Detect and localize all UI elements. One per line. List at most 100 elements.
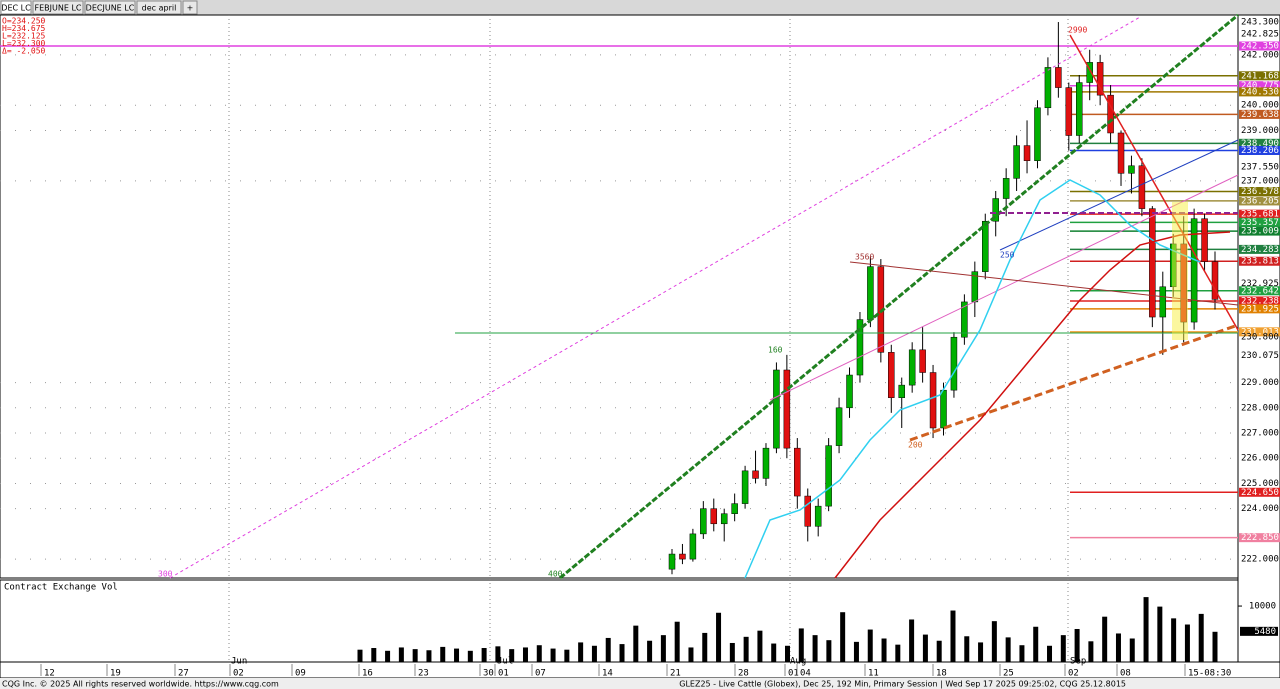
date-label: 19: [110, 669, 121, 679]
trendline: [769, 174, 1239, 401]
level-label: 235.009: [1241, 227, 1279, 237]
volume-bar: [964, 636, 970, 662]
volume-bar: [440, 646, 446, 662]
volume-bar: [633, 625, 639, 662]
trendline: [999, 139, 1239, 251]
volume-bar: [1019, 645, 1025, 662]
volume-bar: [895, 644, 901, 662]
date-label: 15-08:30: [1188, 669, 1231, 679]
annotation: 2990: [1068, 26, 1087, 35]
annotation: 3560: [855, 253, 874, 262]
month-label: Sep: [1070, 657, 1086, 667]
volume-bar: [1047, 645, 1053, 662]
volume-last-tag: [1240, 626, 1278, 636]
level-tag: [1239, 304, 1280, 314]
candle-body: [1034, 107, 1041, 161]
candle-body: [940, 389, 947, 429]
tab-label: DEC LC: [1, 4, 31, 13]
candle-body: [773, 369, 780, 449]
volume-bar: [1033, 626, 1039, 662]
annotation: 250: [1000, 251, 1015, 260]
volume-bar: [688, 647, 694, 662]
volume-bar: [591, 645, 597, 662]
volume-bar: [826, 640, 832, 662]
level-tag: [1239, 109, 1280, 119]
volume-bar: [840, 612, 846, 662]
candle-body: [814, 505, 822, 527]
candle-body: [867, 266, 874, 320]
candle-body: [825, 445, 832, 507]
volume-bar: [716, 612, 722, 662]
candle-body: [888, 352, 895, 398]
level-label: 238.206: [1241, 146, 1279, 156]
volume-bar: [1212, 631, 1218, 662]
annotation: 160: [768, 346, 783, 355]
volume-panel: [0, 579, 1239, 663]
level-tag: [1239, 41, 1280, 51]
date-label: 23: [418, 669, 429, 679]
volume-bar: [936, 640, 942, 662]
volume-bar: [647, 640, 653, 662]
moving-average: [834, 231, 1231, 579]
candle-body: [710, 508, 718, 525]
candle-body: [1023, 145, 1031, 161]
ohlc-info: O=234.250: [2, 17, 46, 26]
level-label: 242.825: [1241, 30, 1279, 40]
volume-bar: [1198, 613, 1204, 662]
candle-body: [731, 503, 738, 514]
level-tag: [1239, 81, 1280, 91]
y-tick-label: 228.000: [1241, 403, 1279, 413]
candle-body: [1002, 178, 1010, 199]
date-label: 08: [1120, 669, 1131, 679]
level-label: 232.642: [1241, 286, 1279, 296]
ohlc-info: Δ= -2.050: [2, 47, 46, 56]
level-label: 242.350: [1241, 41, 1279, 51]
y-tick-label: 239.000: [1241, 126, 1279, 136]
candle-body: [804, 495, 811, 527]
candle-body: [1013, 145, 1020, 179]
level-label: 240.530: [1241, 87, 1279, 97]
volume-bar: [1088, 641, 1094, 662]
candle-body: [1065, 87, 1073, 136]
trendline: [559, 13, 1239, 580]
level-label: 236.205: [1241, 196, 1279, 206]
volume-bar: [978, 642, 984, 662]
date-label: 04: [800, 669, 811, 679]
date-label: 12: [44, 669, 55, 679]
level-label: 235.681: [1241, 210, 1279, 220]
ohlc-info: L=232.125: [2, 32, 46, 41]
volume-bar: [1129, 638, 1135, 662]
volume-bar: [1115, 633, 1121, 662]
y-tick-label: 240.000: [1241, 101, 1279, 111]
level-tag: [1239, 209, 1280, 219]
candle-body: [783, 369, 791, 449]
volume-bar: [454, 648, 460, 662]
date-label: 18: [936, 669, 947, 679]
candle-body: [1055, 67, 1062, 88]
level-tag: [1239, 327, 1280, 337]
volume-bar: [950, 610, 956, 662]
candle-body: [1096, 62, 1104, 96]
tab: [0, 0, 32, 15]
date-label: 01: [788, 669, 799, 679]
candle-body: [919, 349, 926, 373]
volume-bar: [1184, 624, 1190, 662]
y-tick-label: 237.000: [1241, 176, 1279, 186]
candle-body: [1211, 261, 1219, 300]
level-label: 241.168: [1241, 71, 1279, 81]
moving-average: [744, 179, 1201, 579]
tab-label: FEBJUNE LC: [35, 4, 82, 13]
y-tick-label: 227.000: [1241, 429, 1279, 439]
level-label: 237.550: [1241, 163, 1279, 173]
volume-bar: [1157, 606, 1163, 662]
volume-bar: [909, 619, 915, 662]
level-label: 230.800: [1241, 333, 1279, 343]
volume-bar: [812, 635, 818, 662]
level-label: 230.075: [1241, 351, 1279, 361]
annotation: 200: [908, 441, 923, 450]
volume-bar: [785, 645, 790, 662]
tab: [182, 0, 198, 15]
footer-left: CQG Inc. © 2025 All rights reserved worl…: [2, 680, 279, 689]
candle-body: [982, 220, 989, 272]
